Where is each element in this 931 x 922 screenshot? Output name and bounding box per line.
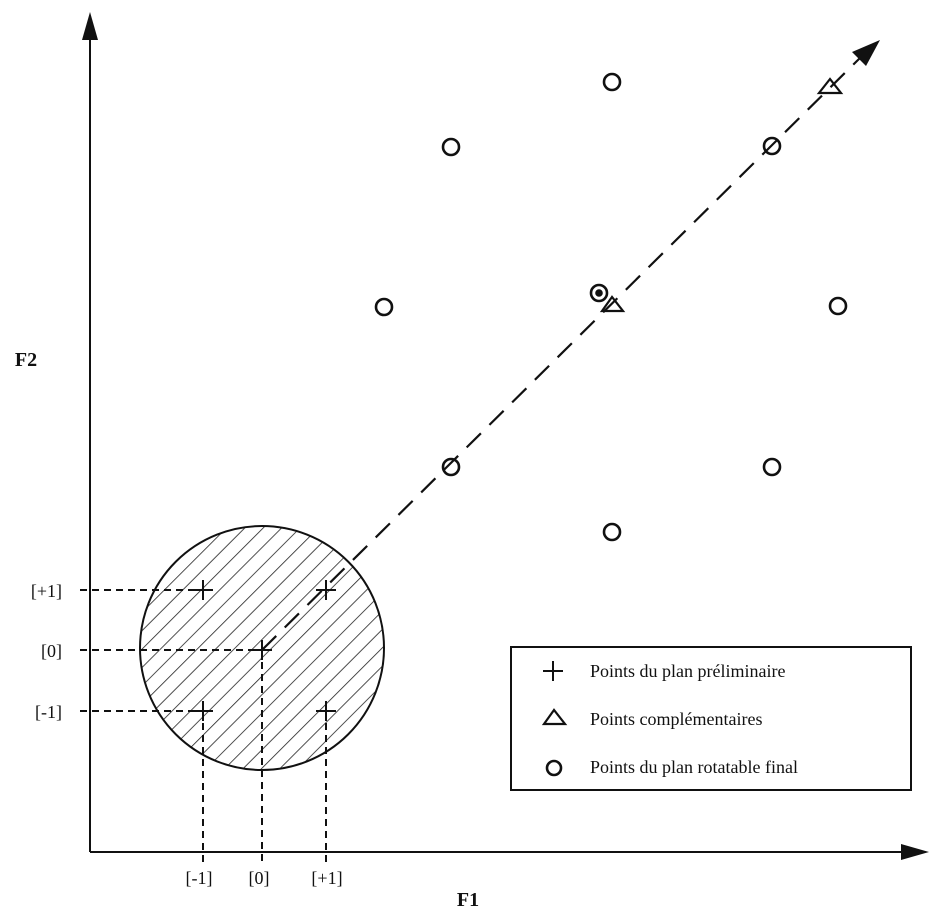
circle-icon bbox=[374, 297, 394, 317]
circle-icon bbox=[762, 136, 782, 156]
plus-icon bbox=[316, 701, 336, 721]
x-axis-arrow-icon bbox=[901, 844, 929, 860]
y-tick-minus1: [-1] bbox=[35, 702, 62, 722]
circle-icon bbox=[828, 296, 848, 316]
tick-labels: [+1] [0] [-1] [-1] [0] [+1] bbox=[31, 581, 343, 888]
y-tick-0: [0] bbox=[41, 641, 62, 661]
plus-icon bbox=[252, 640, 272, 660]
preliminary-points bbox=[193, 580, 336, 721]
circle-icon bbox=[602, 72, 622, 92]
center-dot-icon bbox=[595, 289, 603, 297]
plus-icon bbox=[193, 701, 213, 721]
x-axis-label: F1 bbox=[457, 889, 479, 911]
x-tick-minus1: [-1] bbox=[186, 868, 213, 888]
plus-icon bbox=[193, 580, 213, 600]
ascent-arrow-icon bbox=[852, 40, 880, 66]
legend-triangle-icon bbox=[541, 708, 568, 726]
y-axis-arrow-icon bbox=[82, 12, 98, 40]
projection-lines bbox=[80, 589, 327, 862]
legend-box bbox=[510, 646, 912, 791]
circle-icon bbox=[441, 137, 461, 157]
rotatable-points bbox=[374, 72, 848, 542]
legend-plus-icon bbox=[543, 661, 563, 681]
ascent-line bbox=[261, 55, 863, 651]
legend-label-rotatable: Points du plan rotatable final bbox=[590, 757, 798, 777]
circle-icon bbox=[602, 522, 622, 542]
x-tick-plus1: [+1] bbox=[311, 868, 342, 888]
triangle-icon bbox=[599, 295, 626, 313]
center-circle-icon bbox=[589, 283, 609, 303]
x-tick-0: [0] bbox=[249, 868, 270, 888]
plus-icon bbox=[316, 580, 336, 600]
legend-label-complementary: Points complémentaires bbox=[590, 709, 762, 729]
legend-circle-icon bbox=[545, 759, 563, 777]
axes bbox=[82, 12, 929, 860]
circle-icon bbox=[441, 457, 461, 477]
legend: Points du plan préliminaire Points compl… bbox=[510, 646, 912, 791]
ascent-direction bbox=[261, 40, 880, 651]
legend-label-preliminary: Points du plan préliminaire bbox=[590, 661, 785, 681]
triangle-icon bbox=[816, 77, 844, 95]
y-tick-plus1: [+1] bbox=[31, 581, 62, 601]
circle-icon bbox=[762, 457, 782, 477]
y-axis-label: F2 bbox=[15, 349, 37, 371]
complementary-points bbox=[599, 77, 844, 313]
